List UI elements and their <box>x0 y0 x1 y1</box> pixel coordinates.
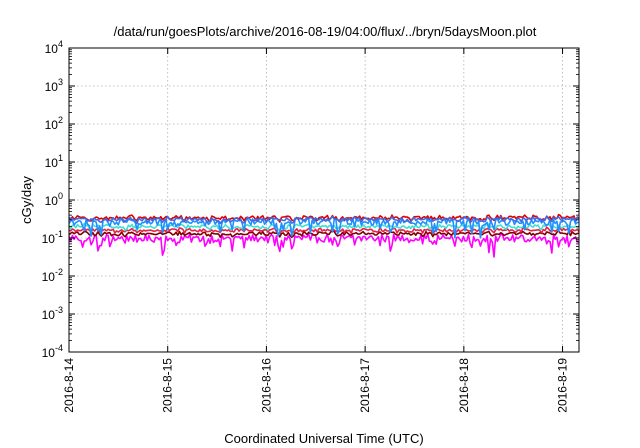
series-line <box>68 226 580 235</box>
x-tick-label: 2016-8-17 <box>358 358 372 413</box>
y-tick-label: 102 <box>45 115 63 132</box>
series-group <box>68 213 580 258</box>
grid-lines <box>68 48 579 352</box>
y-tick-label: 104 <box>45 39 63 56</box>
ticks <box>68 47 579 353</box>
x-tick-label: 2016-8-18 <box>457 358 471 413</box>
x-axis-label: Coordinated Universal Time (UTC) <box>224 431 423 446</box>
y-tick-label: 10-2 <box>42 267 63 284</box>
y-tick-label: 10-3 <box>42 305 63 322</box>
y-tick-labels: 10-4 10-3 10-2 10-1 100 101 102 103 104 <box>42 39 63 360</box>
x-tick-labels: 2016-8-14 2016-8-15 2016-8-16 2016-8-17 2016… <box>62 358 570 413</box>
chart-title: /data/run/goesPlots/archive/2016-08-19/0… <box>114 24 537 39</box>
x-tick-label: 2016-8-14 <box>62 358 76 413</box>
series-line <box>68 233 580 258</box>
x-tick-label: 2016-8-16 <box>259 358 273 413</box>
y-tick-label: 10-4 <box>42 343 63 360</box>
y-tick-label: 10-1 <box>42 229 63 246</box>
series-line <box>68 213 580 223</box>
series-line <box>68 230 580 239</box>
y-axis-label: cGy/day <box>19 176 34 224</box>
series-line <box>68 215 580 225</box>
y-tick-label: 103 <box>45 77 63 94</box>
y-tick-label: 101 <box>45 153 63 170</box>
x-tick-label: 2016-8-19 <box>556 358 570 413</box>
y-tick-label: 100 <box>45 191 63 208</box>
x-tick-label: 2016-8-15 <box>161 358 175 413</box>
